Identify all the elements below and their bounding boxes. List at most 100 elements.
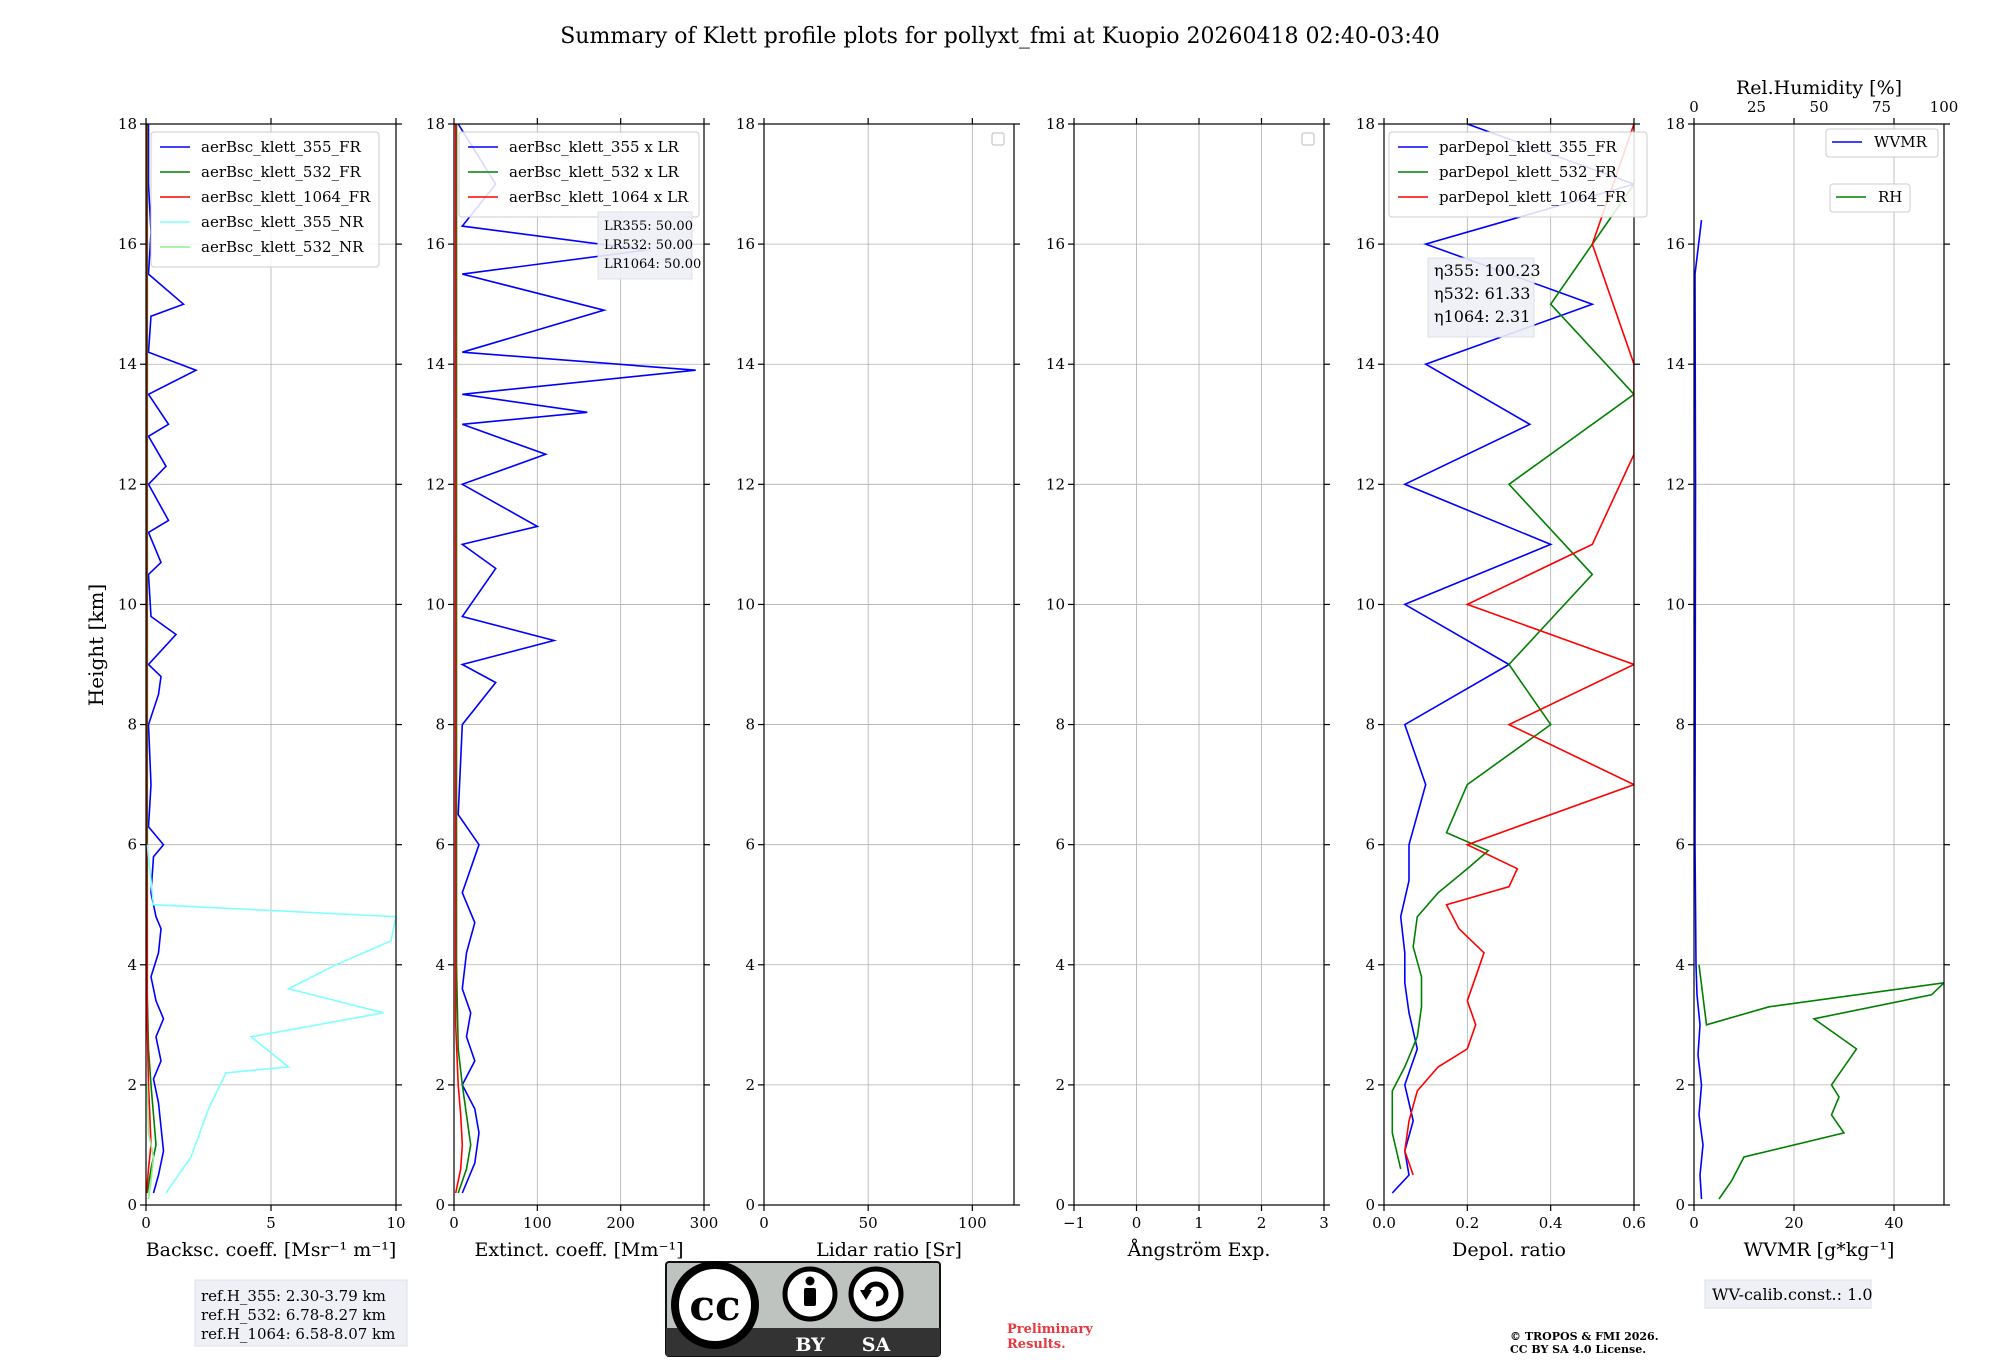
by-label: BY	[795, 1334, 825, 1356]
series-line-aerbsc-klett-1064-x-lr	[454, 124, 464, 1194]
series-line-pardepol-klett-1064-fr	[1403, 124, 1634, 1176]
legend: parDepol_klett_355_FR parDepol_klett_532_…	[1388, 131, 1648, 218]
annotation-line: LR355: 50.00	[604, 219, 693, 234]
x-tick-label: 0	[1132, 1214, 1142, 1232]
legend-entry: aerBsc_klett_532_NR	[201, 238, 364, 256]
legend-box	[1829, 183, 1911, 213]
y-tick-label: 4	[745, 956, 755, 974]
empty-legend-box	[991, 132, 1005, 146]
legend-entry: parDepol_klett_532_FR	[1439, 163, 1617, 181]
annotation-line: η355: 100.23	[1434, 261, 1541, 280]
y-axis-label: Height [km]	[84, 584, 108, 706]
legend-entry: parDepol_klett_1064_FR	[1439, 188, 1627, 206]
x-tick-label: 100	[523, 1214, 552, 1232]
y-tick-label: 14	[426, 355, 445, 373]
cc-text: cc	[689, 1281, 740, 1330]
y-tick-label: 12	[426, 475, 445, 493]
series-line-aerbsc-klett-355-fr	[147, 124, 198, 1194]
annotation-line: η1064: 2.31	[1434, 307, 1530, 326]
preliminary-text-line1: Preliminary	[1007, 1322, 1093, 1337]
annotation-bg	[1427, 257, 1535, 338]
legend-entry: aerBsc_klett_355 x LR	[509, 138, 680, 156]
y-tick-label: 12	[118, 475, 137, 493]
series-line-rh	[1698, 964, 1944, 1200]
y-tick-label: 18	[118, 115, 137, 133]
y-tick-label: 2	[435, 1076, 445, 1094]
series-line-aerbsc-klett-532-nr	[146, 1084, 155, 1200]
annotation-line: LR532: 50.00	[604, 238, 693, 253]
y-tick-label: 18	[736, 115, 755, 133]
x-tick-label: 0.0	[1372, 1214, 1396, 1232]
panel-5: 0 2 4 6 8 10 12 14 16 18 0.0 0.2 0.4 0.6 Depol. ratio p…	[1356, 115, 1648, 1261]
legend-entry: aerBsc_klett_355_FR	[201, 138, 361, 156]
x-tick-label: 0	[1689, 1214, 1699, 1232]
x-tick-label: 0.6	[1622, 1214, 1646, 1232]
y-tick-label: 2	[127, 1076, 137, 1094]
x-tick-label: 20	[1784, 1214, 1803, 1232]
legend-entry: RH	[1878, 188, 1902, 206]
cc-by-sa-badge[interactable]: cc BY SA	[665, 1261, 941, 1357]
y-tick-label: 10	[736, 595, 755, 613]
y-tick-label: 0	[1365, 1196, 1375, 1214]
y-tick-label: 8	[745, 716, 755, 734]
y-tick-label: 14	[1356, 355, 1375, 373]
y-tick-label: 6	[1365, 836, 1375, 854]
y-tick-label: 4	[1365, 956, 1375, 974]
x-tick-label: 0.2	[1455, 1214, 1479, 1232]
x-tick-label: 50	[859, 1214, 878, 1232]
y-tick-label: 10	[118, 595, 137, 613]
y-tick-label: 6	[435, 836, 445, 854]
legend-box	[150, 131, 380, 268]
panel-1: 0 2 4 6 8 10 12 14 16 18 0 5 10 Backsc. coeff. [Msr⁻¹…	[118, 115, 406, 1261]
x-tick-label: 0.4	[1539, 1214, 1563, 1232]
plot-frame	[1383, 123, 1635, 1206]
y-tick-label: 10	[1356, 595, 1375, 613]
y-tick-label: 0	[435, 1196, 445, 1214]
x-axis-label: Depol. ratio	[1452, 1239, 1566, 1261]
cc-circle-icon	[671, 1261, 759, 1349]
reference-heights-box: ref.H_355: 2.30-3.79 km ref.H_532: 6.78-…	[194, 1279, 408, 1347]
figure-title: Summary of Klett profile plots for polly…	[560, 24, 1440, 49]
y-tick-label: 6	[1055, 836, 1065, 854]
x-tick-label: −1	[1063, 1214, 1085, 1232]
y-tick-label: 4	[127, 956, 137, 974]
y-tick-label: 0	[127, 1196, 137, 1214]
y-tick-label: 8	[127, 716, 137, 734]
empty-legend-box	[1301, 132, 1315, 146]
legend-entry: aerBsc_klett_1064 x LR	[509, 188, 689, 206]
y-tick-label: 4	[1675, 956, 1685, 974]
annotation-line: LR1064: 50.00	[604, 257, 701, 272]
y-tick-label: 4	[1055, 956, 1065, 974]
legend-entry: parDepol_klett_355_FR	[1439, 138, 1617, 156]
legend-box	[1388, 131, 1648, 218]
legend-box	[1825, 128, 1939, 158]
y-tick-label: 18	[1356, 115, 1375, 133]
plot-frame	[763, 123, 1015, 1206]
y-tick-label: 12	[1356, 475, 1375, 493]
x-tick-label: 300	[690, 1214, 719, 1232]
y-tick-label: 2	[1675, 1076, 1685, 1094]
ref-height-532: ref.H_532: 6.78-8.27 km	[201, 1306, 386, 1324]
plot-frame	[453, 123, 705, 1206]
x-tick-label: 100	[958, 1214, 987, 1232]
y-tick-label: 8	[1365, 716, 1375, 734]
annotation-line: η532: 61.33	[1434, 284, 1530, 303]
x-tick-label: 5	[266, 1214, 276, 1232]
y-tick-label: 16	[118, 235, 137, 253]
y-tick-label: 6	[1675, 836, 1685, 854]
annotation-bg	[597, 211, 693, 280]
legend-box	[458, 131, 700, 218]
y-tick-label: 16	[1666, 235, 1685, 253]
legend-wvmr: WVMR	[1825, 128, 1939, 158]
legend-entry: aerBsc_klett_532 x LR	[509, 163, 680, 181]
copyright-line1: © TROPOS & FMI 2026.	[1510, 1330, 1659, 1343]
y-tick-label: 16	[1046, 235, 1065, 253]
x-axis-label: Ångström Exp.	[1127, 1239, 1271, 1261]
legend: aerBsc_klett_355 x LR aerBsc_klett_532 x …	[458, 131, 700, 218]
top-x-tick-label: 100	[1930, 98, 1959, 116]
y-tick-label: 8	[435, 716, 445, 734]
